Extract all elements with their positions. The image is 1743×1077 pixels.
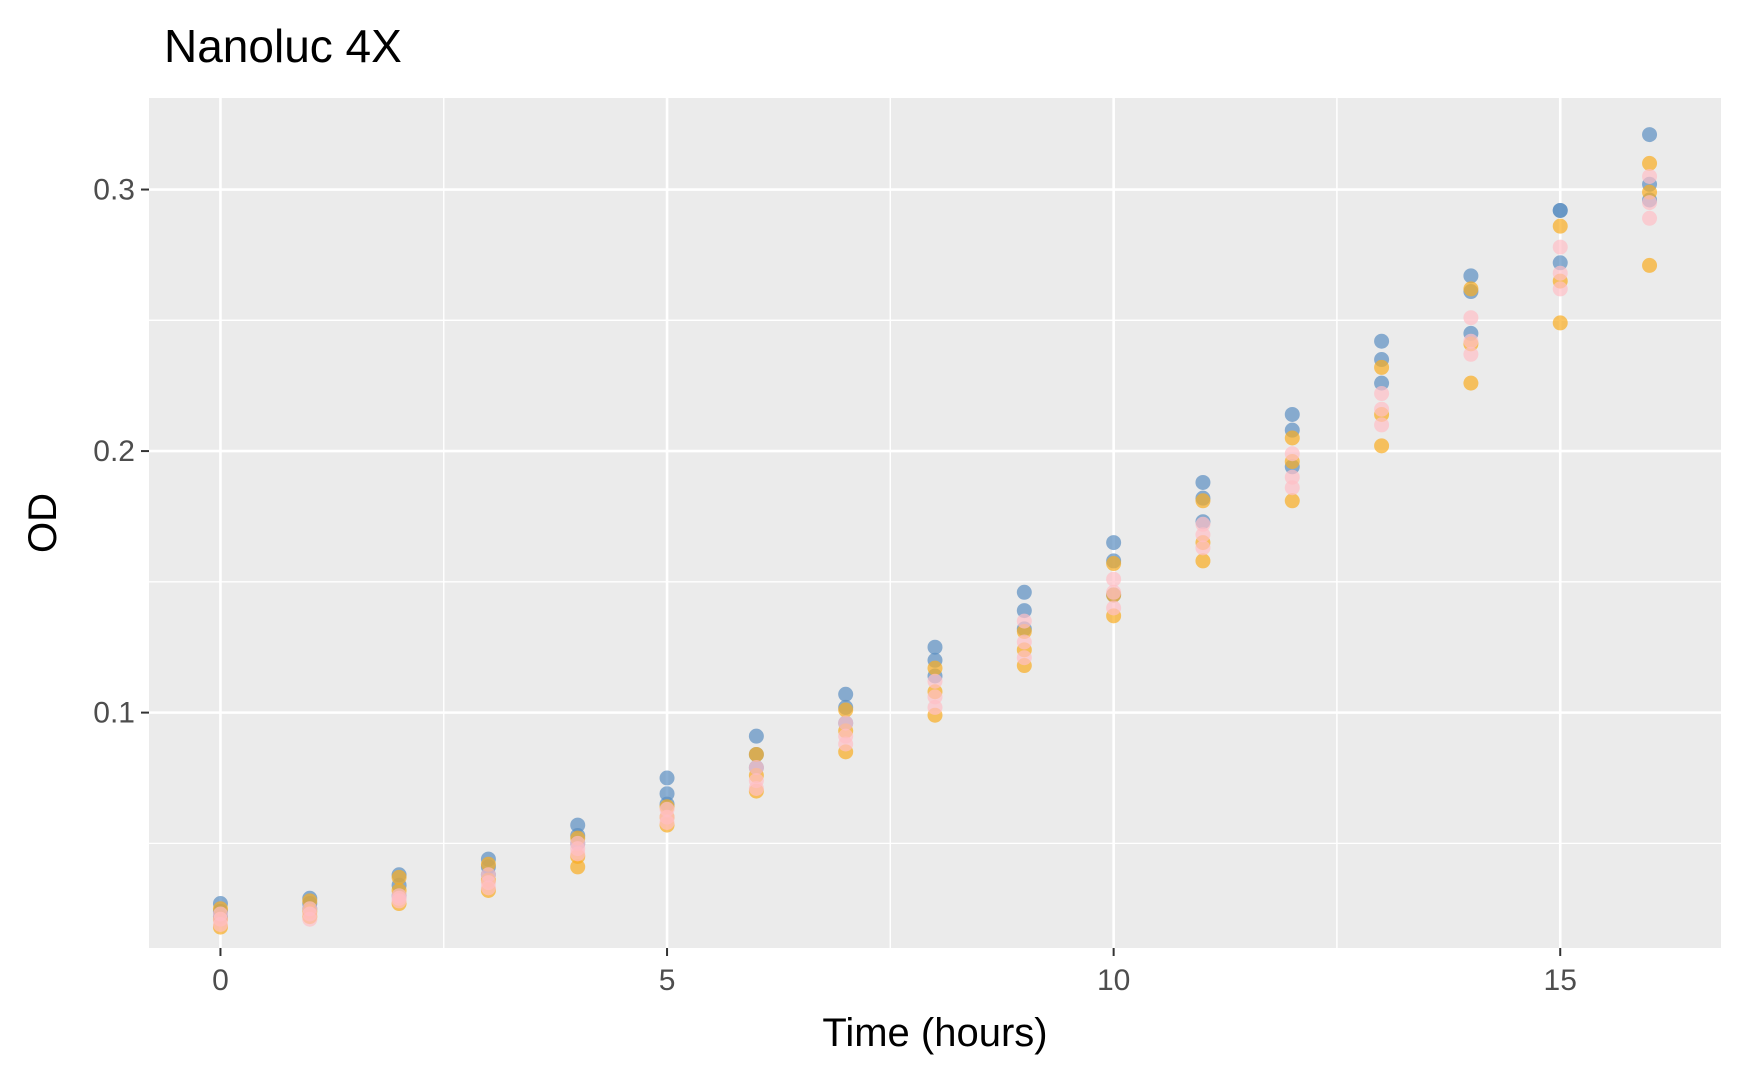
data-point-series-3 <box>1016 613 1032 629</box>
data-point-series-3 <box>1374 401 1390 417</box>
data-point-series-3 <box>1642 195 1658 211</box>
data-point-series-3 <box>1195 516 1211 532</box>
data-point-series-2 <box>1552 315 1568 331</box>
x-tick-label: 0 <box>212 964 229 997</box>
data-point-series-3 <box>1106 584 1122 600</box>
data-point-series-1 <box>659 770 675 786</box>
y-tick-label: 0.2 <box>93 435 135 468</box>
data-point-series-1 <box>1374 375 1390 391</box>
data-point-series-2 <box>1642 155 1658 171</box>
data-point-series-1 <box>1106 535 1122 551</box>
data-point-series-3 <box>1016 634 1032 650</box>
data-point-series-2 <box>1642 257 1658 273</box>
data-point-series-3 <box>1374 417 1390 433</box>
data-point-series-2 <box>1195 493 1211 509</box>
data-point-series-3 <box>659 814 675 830</box>
data-point-series-3 <box>1195 527 1211 543</box>
y-tick-label: 0.3 <box>93 174 135 207</box>
data-point-series-3 <box>927 689 943 705</box>
y-axis-label: OD <box>21 493 65 553</box>
data-point-series-3 <box>1106 571 1122 587</box>
data-point-series-1 <box>1284 406 1300 422</box>
data-point-series-1 <box>659 786 675 802</box>
data-point-series-3 <box>212 916 228 932</box>
data-point-series-1 <box>838 686 854 702</box>
data-point-series-2 <box>1284 493 1300 509</box>
data-point-series-3 <box>748 780 764 796</box>
y-tick-label: 0.1 <box>93 697 135 730</box>
data-point-series-2 <box>1374 359 1390 375</box>
data-point-series-3 <box>1284 446 1300 462</box>
data-point-series-2 <box>927 660 943 676</box>
data-point-series-3 <box>1284 480 1300 496</box>
data-point-series-2 <box>391 869 407 885</box>
data-point-series-2 <box>1284 430 1300 446</box>
data-point-series-3 <box>748 760 764 776</box>
data-point-series-2 <box>748 746 764 762</box>
x-tick-label: 5 <box>659 964 676 997</box>
data-point-series-1 <box>1016 584 1032 600</box>
data-point-series-3 <box>927 699 943 715</box>
data-point-series-2 <box>1552 218 1568 234</box>
data-point-series-2 <box>1374 438 1390 454</box>
data-point-series-3 <box>1552 265 1568 281</box>
data-point-series-3 <box>391 893 407 909</box>
data-point-series-3 <box>1374 386 1390 402</box>
data-point-series-3 <box>1642 168 1658 184</box>
data-point-series-2 <box>1463 375 1479 391</box>
data-point-series-3 <box>480 880 496 896</box>
data-point-series-3 <box>1016 650 1032 666</box>
data-points <box>212 127 1658 935</box>
data-point-series-3 <box>1106 600 1122 616</box>
data-point-series-3 <box>1284 469 1300 485</box>
y-axis-ticks: 0.1 0.2 0.3 <box>93 174 149 730</box>
data-point-series-3 <box>1642 210 1658 226</box>
data-point-series-1 <box>1552 202 1568 218</box>
data-point-series-3 <box>838 736 854 752</box>
data-point-series-3 <box>927 673 943 689</box>
data-point-series-3 <box>1195 540 1211 556</box>
data-point-series-3 <box>570 846 586 862</box>
data-point-series-2 <box>1642 184 1658 200</box>
data-point-series-1 <box>1016 603 1032 619</box>
x-axis-label: Time (hours) <box>822 1011 1047 1055</box>
data-point-series-1 <box>1374 333 1390 349</box>
data-point-series-3 <box>1552 281 1568 297</box>
data-point-series-3 <box>302 911 318 927</box>
chart-title: Nanoluc 4X <box>164 20 402 72</box>
x-tick-label: 15 <box>1544 964 1577 997</box>
data-point-series-1 <box>570 817 586 833</box>
data-point-series-2 <box>1463 281 1479 297</box>
data-point-series-1 <box>1463 268 1479 284</box>
data-point-series-3 <box>1463 333 1479 349</box>
data-point-series-3 <box>838 715 854 731</box>
data-point-series-1 <box>1195 474 1211 490</box>
data-point-series-2 <box>1195 553 1211 569</box>
x-axis-ticks: 0 5 10 15 <box>212 948 1577 997</box>
data-point-series-3 <box>1463 346 1479 362</box>
data-point-series-2 <box>1016 624 1032 640</box>
data-point-series-2 <box>838 702 854 718</box>
data-point-series-2 <box>480 856 496 872</box>
plot-panel <box>149 98 1721 948</box>
data-point-series-1 <box>1552 255 1568 271</box>
data-point-series-1 <box>1642 127 1658 143</box>
data-point-series-2 <box>1106 556 1122 572</box>
data-point-series-2 <box>570 859 586 875</box>
x-tick-label: 10 <box>1097 964 1130 997</box>
data-point-series-1 <box>927 639 943 655</box>
data-point-series-3 <box>1552 239 1568 255</box>
data-point-series-1 <box>748 728 764 744</box>
data-point-series-3 <box>1463 310 1479 326</box>
